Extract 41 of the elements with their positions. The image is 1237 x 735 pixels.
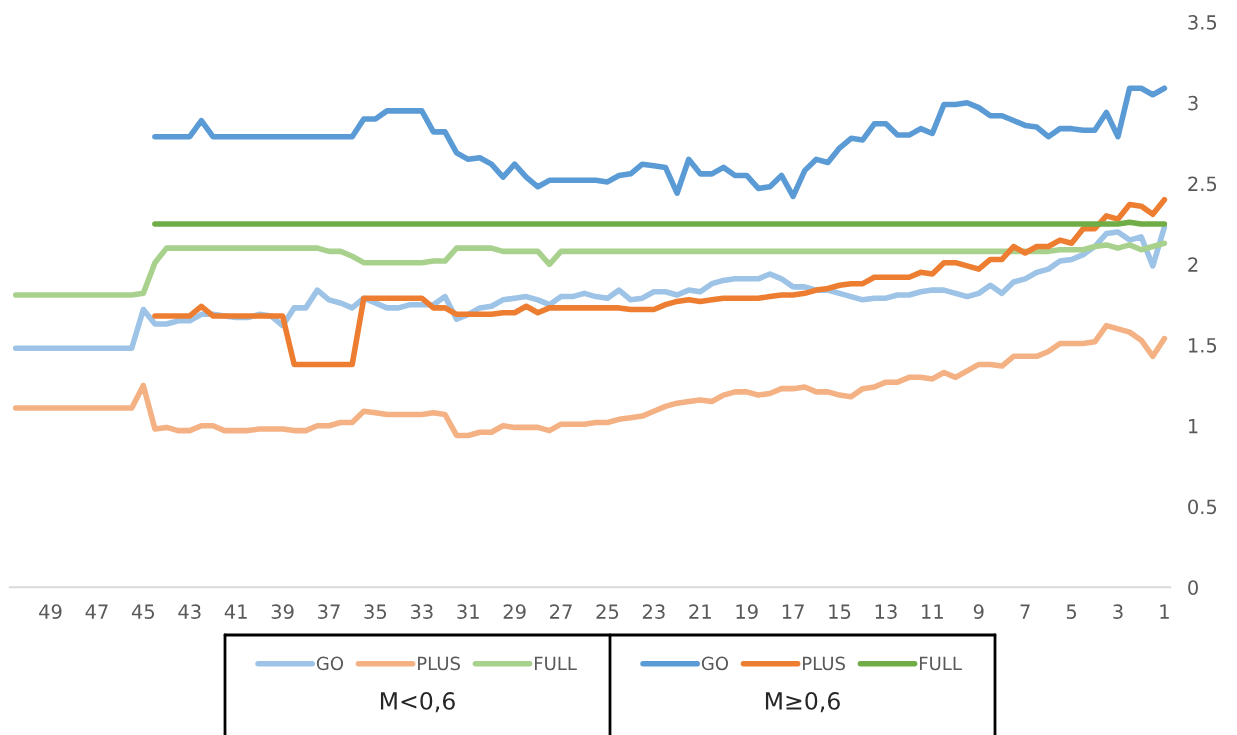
legend-label: PLUS <box>418 656 460 671</box>
x-tick-label: 31 <box>457 604 479 619</box>
x-tick-label: 43 <box>178 604 201 619</box>
x-tick-label: 1 <box>1160 604 1169 619</box>
x-tick-label: 15 <box>829 604 851 619</box>
x-tick-label: 37 <box>318 604 340 619</box>
x-tick-label: 47 <box>85 604 108 619</box>
y-tick-label: 0 <box>1188 580 1198 595</box>
x-tick-label: 3 <box>1113 604 1123 619</box>
x-tick-label: 13 <box>875 604 897 619</box>
legend-label: GO <box>701 656 729 671</box>
x-tick-label: 35 <box>364 604 387 619</box>
x-tick-label: 21 <box>689 604 711 619</box>
x-tick-label: 41 <box>224 604 247 619</box>
y-tick-label: 3.5 <box>1188 15 1217 30</box>
x-tick-label: 5 <box>1066 604 1077 619</box>
x-tick-label: 9 <box>973 604 984 619</box>
x-tick-label: 29 <box>503 604 526 619</box>
x-tick-label: 45 <box>131 604 154 619</box>
x-tick-label: 39 <box>271 604 294 619</box>
x-tick-label: 25 <box>596 604 619 619</box>
y-tick-label: 1 <box>1189 418 1198 434</box>
x-tick-label: 23 <box>642 604 665 619</box>
x-tick-label: 11 <box>922 604 943 619</box>
y-tick-label: 3 <box>1188 95 1198 111</box>
legend-label: GO <box>316 656 344 671</box>
x-tick-label: 33 <box>410 604 433 619</box>
x-tick-label: 17 <box>782 604 804 619</box>
legend-label: FULL <box>534 656 577 671</box>
y-tick-label: 2.5 <box>1188 176 1217 192</box>
text: M<0,6 <box>380 691 455 713</box>
legend-label: PLUS <box>803 656 845 671</box>
y-tick-label: 2 <box>1188 257 1198 272</box>
y-tick-label: 0.5 <box>1188 499 1217 515</box>
x-tick-label: 49 <box>39 604 62 619</box>
y-tick-label: 1.5 <box>1189 338 1217 353</box>
x-tick-label: 19 <box>736 604 758 619</box>
text: M≥0,6 <box>765 691 840 713</box>
x-tick-label: 7 <box>1020 604 1030 619</box>
x-tick-label: 27 <box>550 604 572 619</box>
legend-label: FULL <box>919 656 962 671</box>
